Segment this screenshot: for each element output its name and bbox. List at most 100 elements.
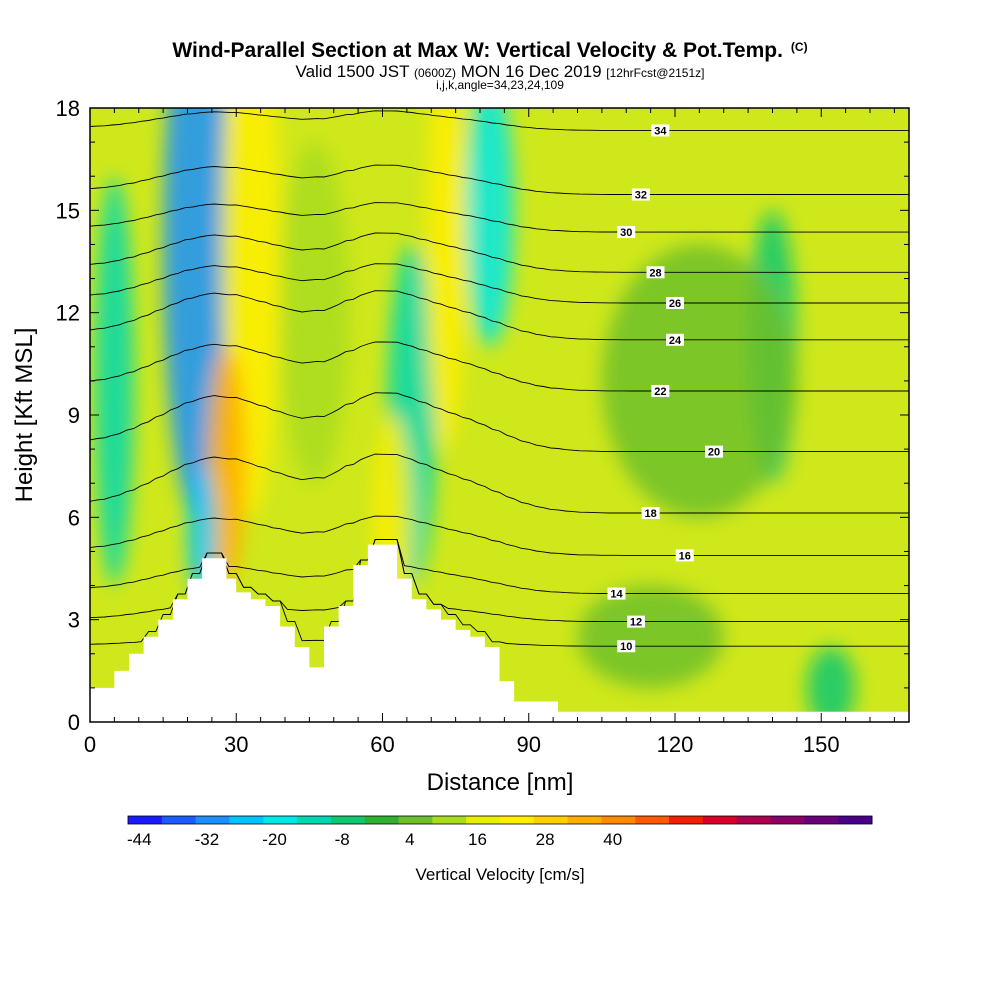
valid-date: MON 16 Dec 2019 (461, 62, 602, 81)
svg-text:14: 14 (610, 589, 623, 601)
colorbar-swatch (229, 816, 264, 824)
theta-label-16: 16 (675, 549, 694, 562)
velocity-feature-13 (601, 244, 797, 518)
svg-text:28: 28 (649, 267, 661, 279)
colorbar-swatch (297, 816, 332, 824)
theta-contour-20 (90, 392, 909, 453)
plot-area (90, 108, 909, 722)
velocity-feature-5 (280, 142, 349, 484)
x-tick-label: 90 (517, 732, 541, 757)
colorbar-swatch (466, 816, 501, 824)
svg-text:32: 32 (635, 190, 647, 202)
axis-ticks: 0 30 60 90 120 150 0 3 6 9 12 15 18 (56, 96, 909, 757)
svg-text:16: 16 (679, 550, 691, 562)
colorbar-swatch (770, 816, 805, 824)
colorbar-swatch (804, 816, 839, 824)
x-tick-label: 150 (803, 732, 840, 757)
x-tick-label: 60 (370, 732, 394, 757)
theta-contours (90, 110, 909, 647)
colorbar-swatch (128, 816, 163, 824)
colorbar-tick-label: 16 (468, 830, 487, 849)
colorbar-label: Vertical Velocity [cm/s] (415, 865, 584, 884)
velocity-feature-2 (207, 346, 246, 586)
x-tick-label: 0 (84, 732, 96, 757)
theta-label-14: 14 (607, 587, 626, 601)
theta-contour-labels: 10 12 14 16 18 20 22 24 26 28 30 32 34 (607, 124, 723, 653)
colorbar-tick-label: -44 (127, 830, 152, 849)
grid-params: i,j,k,angle=34,23,24,109 (436, 78, 564, 92)
svg-text:34: 34 (654, 125, 667, 137)
colorbar-tick-label: 40 (603, 830, 622, 849)
svg-text:Valid 1500 JST (0600Z): Valid 1500 JST (0600Z) MON 16 Dec 2019 [… (296, 62, 705, 81)
colorbar-tick-label: 28 (536, 830, 555, 849)
colorbar-swatch (702, 816, 738, 824)
theta-label-24: 24 (666, 333, 684, 347)
colorbar-swatch (635, 816, 670, 824)
theta-label-34: 34 (651, 124, 670, 137)
theta-contour-28 (90, 232, 909, 273)
theta-contour-26 (90, 263, 909, 304)
velocity-feature-11 (806, 646, 856, 722)
x-tick-label: 30 (224, 732, 248, 757)
colorbar-tick-label: -20 (262, 830, 287, 849)
colorbar-swatch (364, 816, 400, 824)
colorbar-swatch (736, 816, 772, 824)
y-axis-label: Height [Kft MSL] (11, 328, 38, 503)
theta-contour-16 (90, 515, 909, 556)
forecast-info: [12hrFcst@2151z] (606, 66, 704, 80)
y-tick-label: 3 (68, 608, 80, 633)
velocity-feature-8 (426, 108, 466, 450)
colorbar: -44 -32 -20 -8 4 16 28 40 (127, 815, 873, 849)
theta-label-32: 32 (631, 188, 650, 202)
y-tick-label: 9 (68, 403, 80, 428)
copyright-mark: (C) (791, 40, 808, 54)
colorbar-swatch (533, 816, 569, 824)
terrain-mask (90, 544, 909, 722)
colorbar-swatch (330, 816, 366, 824)
theta-contour-18 (90, 453, 909, 514)
theta-label-18: 18 (641, 507, 660, 520)
colorbar-swatch (669, 816, 704, 824)
theta-contour-22 (90, 341, 909, 392)
svg-text:10: 10 (620, 641, 632, 653)
x-axis-label: Distance [nm] (427, 769, 574, 796)
velocity-feature-12 (577, 585, 724, 688)
svg-text:26: 26 (669, 298, 681, 310)
colorbar-swatch (161, 816, 197, 824)
theta-label-26: 26 (666, 296, 684, 310)
colorbar-tick-label: 4 (405, 830, 414, 849)
y-tick-label: 18 (56, 96, 80, 121)
colorbar-swatch (432, 816, 467, 824)
theta-contour-32 (90, 164, 909, 195)
y-tick-label: 6 (68, 505, 80, 530)
velocity-feature-4 (94, 176, 134, 586)
svg-text:20: 20 (708, 447, 720, 459)
colorbar-swatch (500, 816, 535, 824)
x-tick-label: 120 (657, 732, 694, 757)
y-tick-label: 12 (56, 301, 80, 326)
velocity-field (94, 108, 856, 722)
svg-text:12: 12 (630, 617, 642, 629)
theta-label-10: 10 (617, 640, 636, 653)
valid-time-z: (0600Z) (414, 66, 456, 80)
colorbar-swatch (838, 816, 873, 824)
chart-title: Wind-Parallel Section at Max W: Vertical… (172, 39, 783, 62)
svg-text:Wind-Parallel Section at Max W: Wind-Parallel Section at Max W: Vertical… (172, 39, 807, 62)
theta-label-22: 22 (651, 384, 670, 398)
colorbar-tick-label: -32 (195, 830, 220, 849)
colorbar-swatch (398, 816, 433, 824)
theta-contour-34 (90, 110, 909, 131)
colorbar-swatch (567, 816, 602, 824)
theta-label-20: 20 (705, 445, 723, 459)
svg-text:24: 24 (669, 335, 682, 347)
svg-text:22: 22 (654, 386, 666, 398)
y-tick-label: 15 (56, 198, 80, 223)
colorbar-tick-label: -8 (335, 830, 350, 849)
svg-text:30: 30 (620, 227, 632, 239)
y-tick-label: 0 (68, 710, 80, 735)
colorbar-swatch (195, 816, 230, 824)
theta-contour-24 (90, 290, 909, 341)
theta-contour-30 (90, 202, 909, 233)
svg-text:18: 18 (645, 508, 657, 520)
